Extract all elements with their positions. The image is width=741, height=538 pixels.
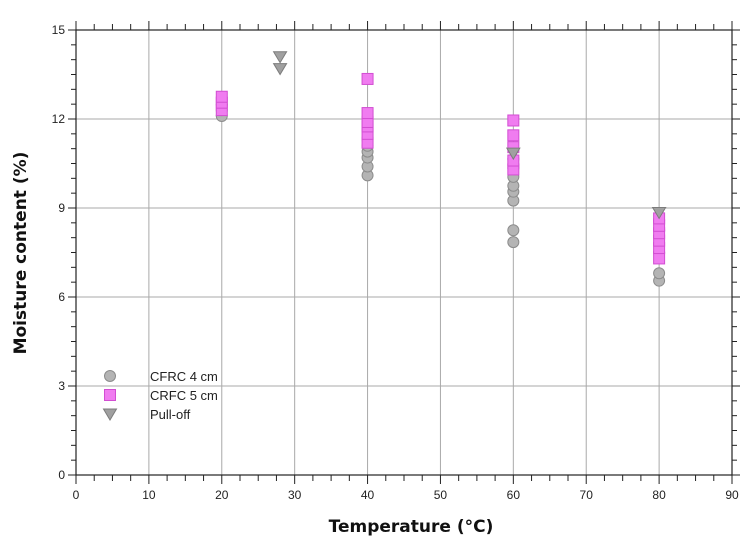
data-point [507, 114, 520, 127]
y-tick-label: 3 [58, 379, 65, 393]
legend-label: CFRC 4 cm [150, 369, 218, 384]
series-triangle-down [272, 51, 667, 220]
x-tick-label: 90 [725, 488, 739, 502]
data-point [653, 267, 666, 280]
legend-marker [104, 389, 116, 401]
legend-label: CRFC 5 cm [150, 388, 218, 403]
x-tick-label: 20 [215, 488, 229, 502]
data-point [507, 224, 520, 237]
x-tick-label: 30 [288, 488, 302, 502]
data-series [215, 51, 667, 287]
y-tick-label: 6 [58, 290, 65, 304]
data-point [653, 252, 666, 265]
data-point [651, 206, 667, 220]
legend: CFRC 4 cm CRFC 5 cm Pull-off [102, 369, 218, 422]
y-tick-label: 12 [52, 112, 66, 126]
x-tick-label: 50 [434, 488, 448, 502]
y-tick-label: 15 [52, 23, 66, 37]
data-point [507, 129, 520, 142]
data-point [507, 236, 520, 249]
data-point [505, 147, 521, 161]
x-tick-label: 40 [361, 488, 375, 502]
x-tick-label: 80 [652, 488, 666, 502]
x-tick-label: 60 [507, 488, 521, 502]
x-axis-title: Temperature (°C) [329, 517, 494, 537]
data-point [215, 90, 228, 103]
y-axis-title: Moisture content (%) [11, 152, 31, 355]
x-tick-label: 70 [580, 488, 594, 502]
tick-labels: 0 10 20 30 40 50 60 70 80 90 0 3 6 9 12 15 [52, 23, 739, 502]
data-point [361, 107, 374, 120]
y-tick-label: 0 [58, 468, 65, 482]
x-tick-label: 0 [73, 488, 80, 502]
data-point [272, 51, 288, 64]
data-point [361, 72, 374, 85]
series-square [215, 72, 666, 265]
legend-label: Pull-off [150, 407, 191, 422]
data-point [272, 63, 288, 76]
ticks [68, 21, 740, 484]
legend-marker [104, 370, 116, 382]
legend-marker [102, 408, 118, 421]
x-tick-label: 10 [142, 488, 156, 502]
y-tick-label: 9 [58, 201, 65, 215]
